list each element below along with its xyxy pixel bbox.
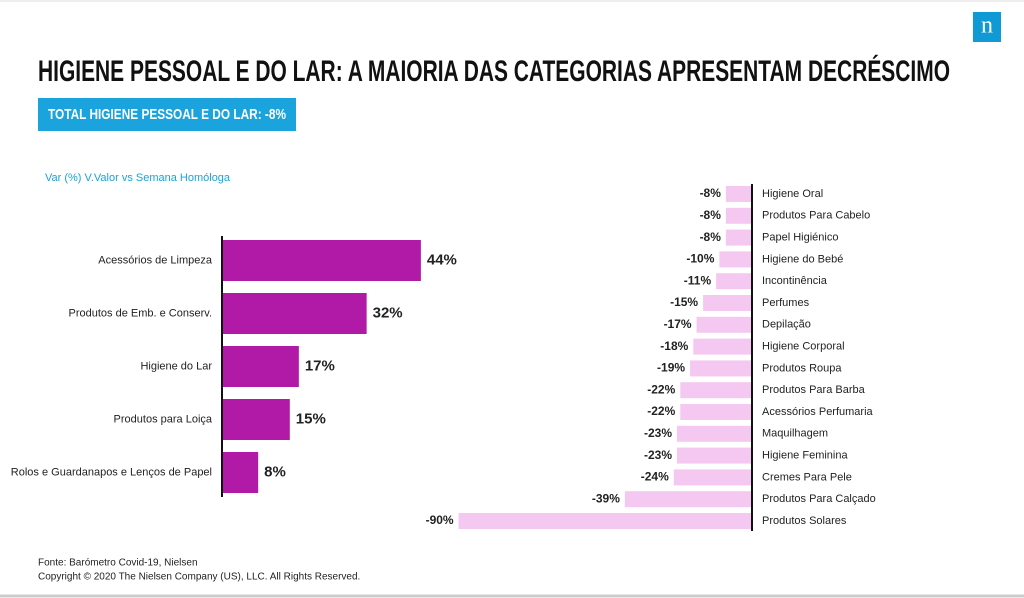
bar [693,338,752,355]
bar [673,469,752,486]
category-label: Higiene Feminina [762,450,848,462]
category-label: Higiene do Lar [140,360,212,372]
bar [222,240,421,281]
bar [222,346,299,387]
value-label: -15% [670,295,698,309]
category-label: Depilação [762,319,811,331]
value-label: 44% [427,251,457,268]
bar [690,360,752,377]
value-label: -18% [660,339,688,353]
bar [719,251,752,268]
value-label: -19% [657,361,685,375]
category-label: Acessórios Perfumaria [762,406,874,418]
category-label: Produtos Para Calçado [762,493,876,505]
bar [725,229,752,246]
category-label: Higiene Corporal [762,341,845,353]
category-label: Produtos Solares [762,515,847,527]
category-label: Produtos de Emb. e Conserv. [69,307,212,319]
source: Fonte: Barómetro Covid-19, Nielsen [38,558,198,569]
value-label: 32% [373,304,403,321]
category-label: Higiene Oral [762,188,823,200]
bar [725,186,752,202]
value-label: -11% [684,273,712,287]
category-label: Produtos Para Cabelo [762,210,870,222]
category-label: Produtos Roupa [762,362,842,374]
value-label: 8% [264,463,286,480]
logo-box [973,12,1001,42]
value-label: -24% [641,470,669,484]
value-label: 17% [305,357,335,374]
bar [677,425,752,442]
bar [222,452,259,493]
category-label: Incontinência [762,275,828,287]
category-label: Produtos para Loiça [114,413,213,425]
bar [716,273,752,290]
value-label: -39% [592,491,620,505]
category-label: Maquilhagem [762,428,828,440]
bar [624,491,752,508]
bar [677,447,752,464]
bar [222,293,367,334]
category-label: Cremes Para Pele [762,471,852,483]
bar [696,316,752,333]
category-label: Produtos Para Barba [762,384,866,396]
value-label: -22% [647,404,675,418]
category-label: Rolos e Guardanapos e Lenços de Papel [11,466,212,478]
bar [703,295,752,311]
value-label: -8% [700,230,722,244]
copyright: Copyright © 2020 The Nielsen Company (US… [38,572,360,583]
value-label: -90% [426,513,454,527]
logo: n [981,13,993,39]
value-label: 15% [296,410,326,427]
category-label: Higiene do Bebé [762,253,843,265]
badge: TOTAL HIGIENE PESSOAL E DO LAR: -8% [48,106,286,123]
bar [222,399,290,440]
bar [458,513,752,529]
value-label: -17% [664,317,692,331]
category-label: Papel Higiénico [762,232,838,244]
title: HIGIENE PESSOAL E DO LAR: A MAIORIA DAS … [38,54,950,88]
badge-box [38,98,296,131]
value-label: -8% [700,186,722,200]
bar [680,382,752,399]
axis-note: Var (%) V.Valor vs Semana Homóloga [45,172,231,184]
value-label: -23% [644,426,672,440]
value-label: -8% [700,208,722,222]
category-label: Perfumes [762,297,810,309]
bar [725,207,752,224]
value-label: -10% [686,252,714,266]
category-label: Acessórios de Limpeza [98,254,213,266]
bar [680,404,752,420]
value-label: -23% [644,448,672,462]
value-label: -22% [647,382,675,396]
